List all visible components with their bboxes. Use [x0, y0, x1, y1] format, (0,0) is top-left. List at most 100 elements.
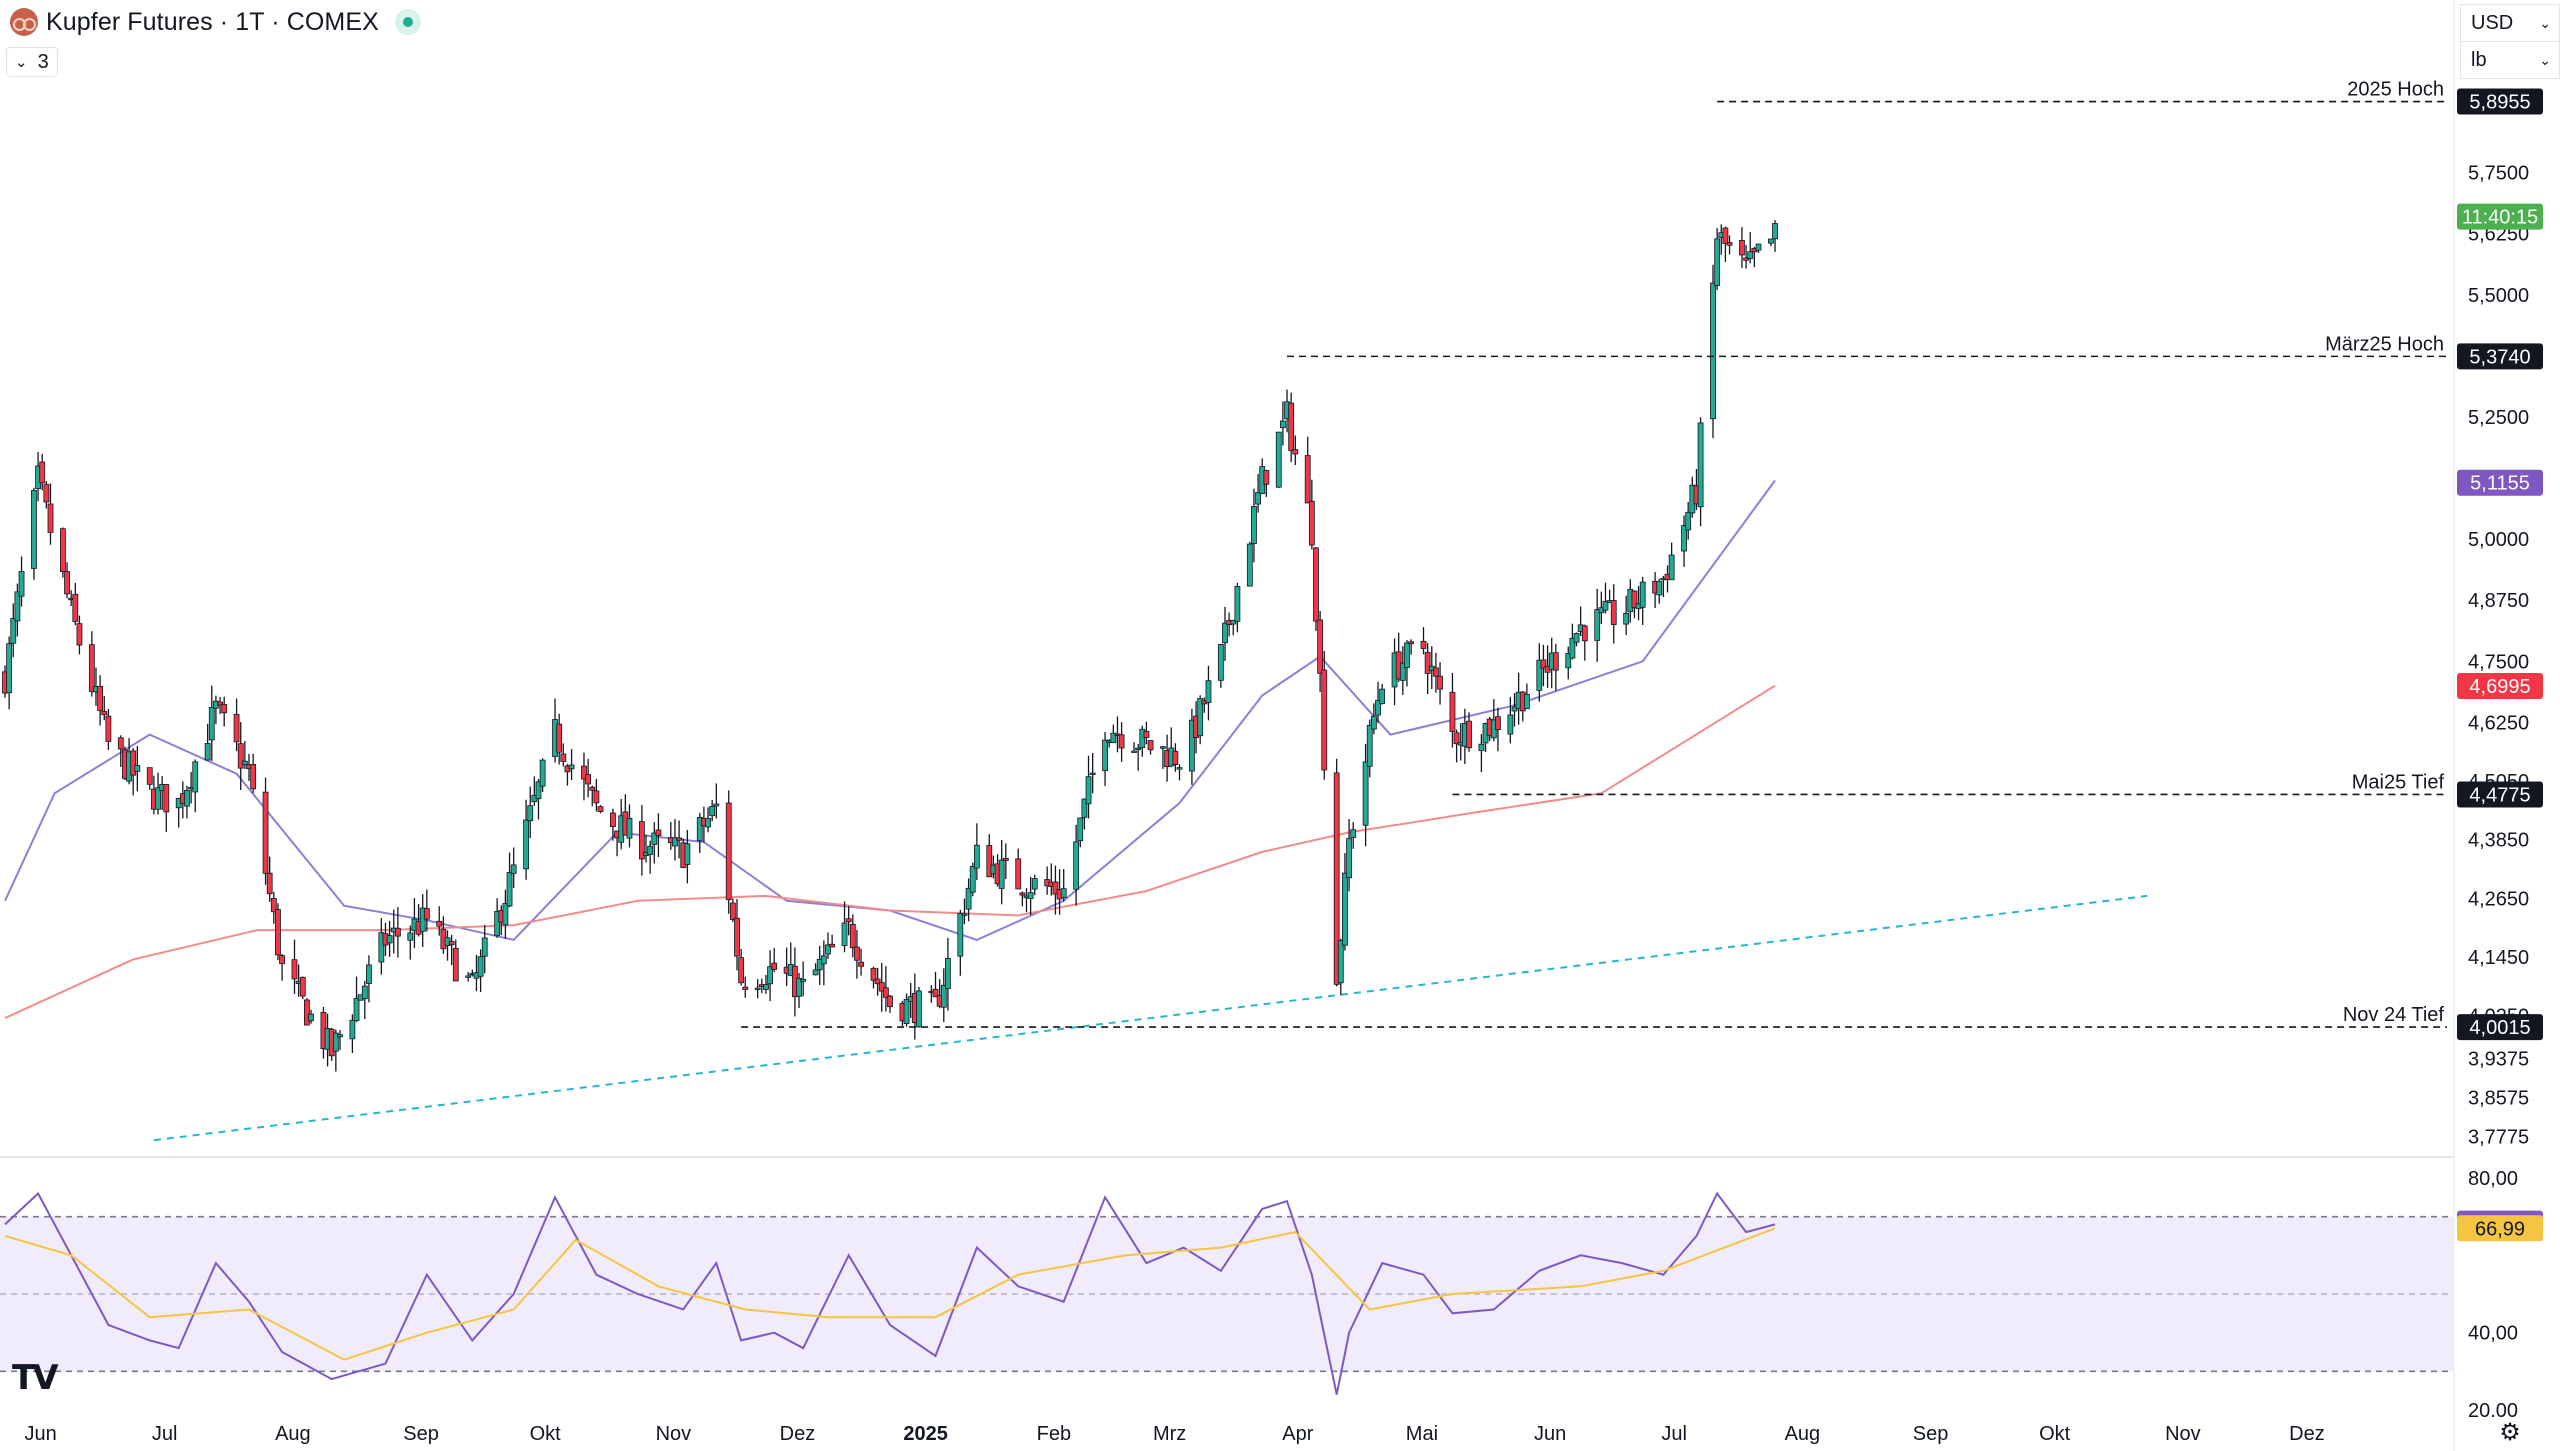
candle	[250, 753, 257, 793]
candle	[965, 878, 972, 922]
moving-average-line-1[interactable]	[4, 479, 1776, 941]
candle	[386, 920, 393, 957]
time-tick-label: Sep	[1913, 1423, 1949, 1445]
candle	[1089, 752, 1096, 794]
svg-text:4,4775: 4,4775	[2469, 784, 2530, 806]
candle	[452, 939, 459, 982]
candle	[729, 898, 736, 923]
moving-average-line-2[interactable]	[4, 684, 1776, 1020]
time-tick-label: Jun	[25, 1423, 57, 1445]
indicator-count: 3	[37, 50, 49, 73]
copper-symbol-icon[interactable]	[10, 8, 38, 36]
candle	[18, 556, 25, 607]
candle	[1027, 876, 1034, 916]
candle	[419, 894, 426, 947]
candle	[6, 636, 13, 710]
trendline-dashed[interactable]	[153, 894, 2148, 1142]
candle	[1552, 643, 1559, 691]
candle	[436, 906, 443, 936]
candle	[973, 823, 980, 880]
candle	[361, 980, 368, 1020]
candle	[986, 834, 993, 878]
price-tick-label: 4,8750	[2468, 590, 2529, 612]
candle	[1176, 764, 1183, 781]
candle	[1370, 703, 1377, 735]
rsi-line[interactable]	[4, 1191, 1776, 1395]
candle	[1135, 744, 1142, 771]
price-label-tag: 5,8955	[2457, 88, 2543, 115]
candle	[696, 812, 703, 854]
price-label-tag: 4,4775	[2457, 781, 2543, 808]
candle	[854, 929, 860, 979]
svg-text:4,0015: 4,0015	[2469, 1017, 2530, 1039]
candle	[1747, 231, 1754, 264]
price-tick-label: 4,1450	[2468, 947, 2529, 969]
time-tick-label: Nov	[2165, 1423, 2201, 1445]
candle	[585, 758, 592, 798]
candle	[481, 925, 488, 974]
candle	[593, 778, 600, 812]
candle	[184, 785, 190, 819]
market-open-dot-icon[interactable]	[394, 9, 421, 35]
candle	[742, 976, 749, 998]
time-tick-label: Okt	[530, 1423, 562, 1445]
candle	[800, 961, 807, 997]
price-axis[interactable]: 5,75005,62505,50005,25005,00004,87504,75…	[2468, 163, 2529, 1149]
price-tick-label: 4,3850	[2468, 830, 2529, 852]
candle	[845, 906, 852, 936]
candle	[241, 741, 248, 769]
candle	[1333, 758, 1340, 987]
symbol-title[interactable]: Kupfer Futures · 1T · COMEX	[46, 7, 379, 36]
candle	[1308, 479, 1315, 550]
candle	[1350, 822, 1357, 849]
currency-select[interactable]: USD ⌄	[2461, 5, 2559, 41]
candle	[10, 603, 17, 658]
candle	[1375, 681, 1381, 723]
candle	[1449, 672, 1456, 748]
candle	[1399, 645, 1406, 695]
candle	[1565, 646, 1572, 680]
time-tick-label: Sep	[403, 1423, 439, 1445]
indicator-toggle-button[interactable]: ⌄ 3	[6, 47, 58, 77]
candle	[539, 758, 546, 792]
candle	[233, 698, 240, 752]
candle	[771, 948, 778, 973]
candle	[589, 785, 596, 807]
candle	[1023, 888, 1030, 913]
candle	[448, 934, 455, 965]
candle	[465, 972, 472, 982]
candle	[221, 696, 228, 727]
time-tick-label: Jun	[1534, 1423, 1566, 1445]
candle	[932, 971, 939, 998]
unit-select[interactable]: lb ⌄	[2461, 41, 2559, 78]
tradingview-logo-icon[interactable]: TV	[12, 1358, 58, 1398]
candle	[1230, 619, 1237, 636]
currency-value: USD	[2471, 11, 2514, 34]
candle	[1102, 732, 1108, 786]
candle	[1251, 488, 1257, 563]
candle	[767, 950, 773, 1002]
time-tick-label: Feb	[1037, 1423, 1071, 1445]
svg-text:11:40:15: 11:40:15	[2462, 207, 2538, 229]
time-tick-label: Dez	[2289, 1423, 2325, 1445]
time-axis[interactable]: Jun Jul Aug Sep Okt Nov Dez 2025 Feb Mrz Apr Mai Jun…	[25, 1423, 2325, 1445]
level-label: März25 Hoch	[2325, 333, 2444, 355]
candle	[1073, 824, 1080, 906]
candle	[916, 986, 922, 1028]
gear-icon[interactable]: ⚙	[2499, 1418, 2521, 1446]
chevron-down-icon: ⌄	[15, 54, 28, 71]
candle	[1304, 436, 1311, 504]
rsi-lines	[4, 1191, 1776, 1395]
candle	[887, 994, 893, 1013]
candle	[638, 804, 645, 876]
rsi-signal-line[interactable]	[4, 1227, 1776, 1361]
rsi-axis[interactable]: 80,00 40,00 20.00	[2468, 1168, 2518, 1422]
candle	[1536, 643, 1543, 702]
candle	[105, 708, 112, 751]
candle	[738, 948, 745, 986]
candle	[88, 631, 95, 697]
candle	[43, 481, 50, 509]
svg-text:5,1155: 5,1155	[2470, 473, 2530, 495]
candle	[1420, 627, 1427, 655]
